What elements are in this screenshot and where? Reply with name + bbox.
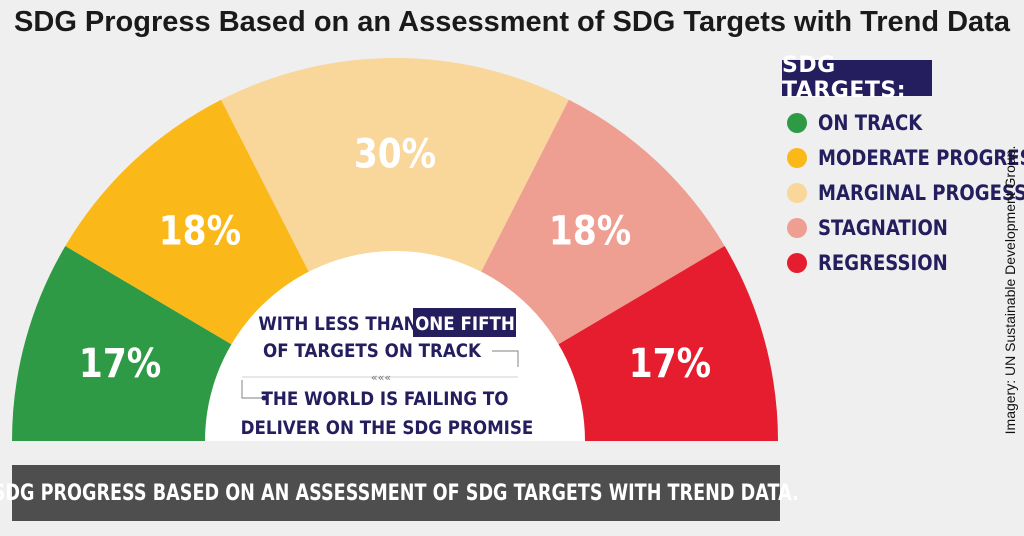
legend-swatch	[787, 218, 807, 238]
gauge-value-label: 18%	[549, 207, 631, 254]
legend-title: SDG TARGETS:	[782, 53, 932, 103]
legend-label: MODERATE PROGRESS	[818, 146, 1024, 170]
callout-bracket-top	[492, 350, 519, 367]
legend-item-marginal-progess: MARGINAL PROGESS	[787, 178, 1024, 208]
gauge-value-labels: 17% 18% 30% 18% 17%	[79, 130, 711, 387]
page-title: SDG Progress Based on an Assessment of S…	[14, 6, 1010, 38]
legend-item-stagnation: STAGNATION	[787, 213, 969, 243]
bullet-dot	[261, 395, 267, 401]
legend-label: MARGINAL PROGESS	[818, 181, 1024, 205]
gauge-value-label: 17%	[79, 340, 161, 387]
center-line4: DELIVER ON THE SDG PROMISE	[241, 417, 534, 439]
legend-label: ON TRACK	[818, 111, 923, 135]
chevrons-icon: «««	[371, 371, 391, 384]
legend-item-moderate-progress: MODERATE PROGRESS	[787, 143, 1024, 173]
legend-swatch	[787, 148, 807, 168]
legend-swatch	[787, 113, 807, 133]
gauge-segment-marginal-progess	[221, 57, 569, 441]
center-callout: WITH LESS THAN ONE FIFTH OF TARGETS ON T…	[241, 308, 534, 439]
center-line1-prefix: WITH LESS THAN	[258, 313, 417, 335]
one-fifth-highlight	[413, 308, 516, 337]
gauge-value-label: 30%	[354, 130, 436, 177]
bottom-banner: SDG PROGRESS BASED ON AN ASSESSMENT OF S…	[0, 465, 799, 521]
callout-bracket-bottom	[241, 380, 262, 399]
legend-item-on-track: ON TRACK	[787, 108, 939, 138]
legend-label: STAGNATION	[818, 216, 948, 240]
center-line3: THE WORLD IS FAILING TO	[261, 388, 508, 410]
legend-swatch	[787, 183, 807, 203]
image-credit: Imagery: UN Sustainable Development Grou…	[1002, 145, 1018, 435]
center-line2: OF TARGETS ON TRACK	[263, 340, 482, 362]
gauge-inner-circle	[205, 251, 585, 441]
gauge-value-label: 18%	[159, 207, 241, 254]
legend-label: REGRESSION	[818, 251, 948, 275]
gauge-value-label: 17%	[629, 340, 711, 387]
center-line1-highlight: ONE FIFTH	[415, 313, 515, 335]
legend-swatch	[787, 253, 807, 273]
banner-text: SDG PROGRESS BASED ON AN ASSESSMENT OF S…	[0, 480, 800, 506]
legend-item-regression: REGRESSION	[787, 248, 969, 278]
